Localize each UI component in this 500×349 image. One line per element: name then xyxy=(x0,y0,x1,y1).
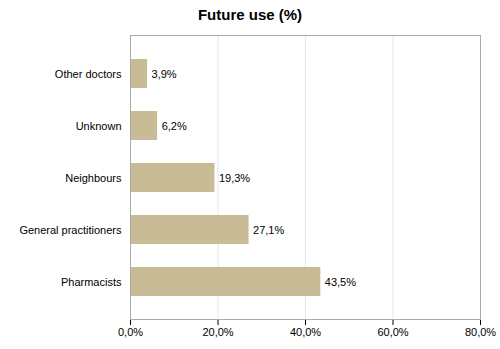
svg-text:19,3%: 19,3% xyxy=(219,172,250,184)
svg-text:60,0%: 60,0% xyxy=(377,326,408,338)
svg-text:0,0%: 0,0% xyxy=(118,326,143,338)
svg-text:6,2%: 6,2% xyxy=(162,120,187,132)
svg-text:General practitioners: General practitioners xyxy=(19,224,122,236)
html-text:Future use (%): Future use (%) xyxy=(197,6,303,23)
svg-text:27,1%: 27,1% xyxy=(253,224,284,236)
svg-text:3,9%: 3,9% xyxy=(152,68,177,80)
svg-text:Other doctors: Other doctors xyxy=(55,68,122,80)
svg-text:80,0%: 80,0% xyxy=(465,326,496,338)
svg-text:Pharmacists: Pharmacists xyxy=(61,276,122,288)
svg-text:43,5%: 43,5% xyxy=(325,276,356,288)
svg-text:Unknown: Unknown xyxy=(76,120,122,132)
svg-text:Neighbours: Neighbours xyxy=(65,172,122,184)
svg-text:20,0%: 20,0% xyxy=(202,326,233,338)
svg-text:40,0%: 40,0% xyxy=(290,326,321,338)
